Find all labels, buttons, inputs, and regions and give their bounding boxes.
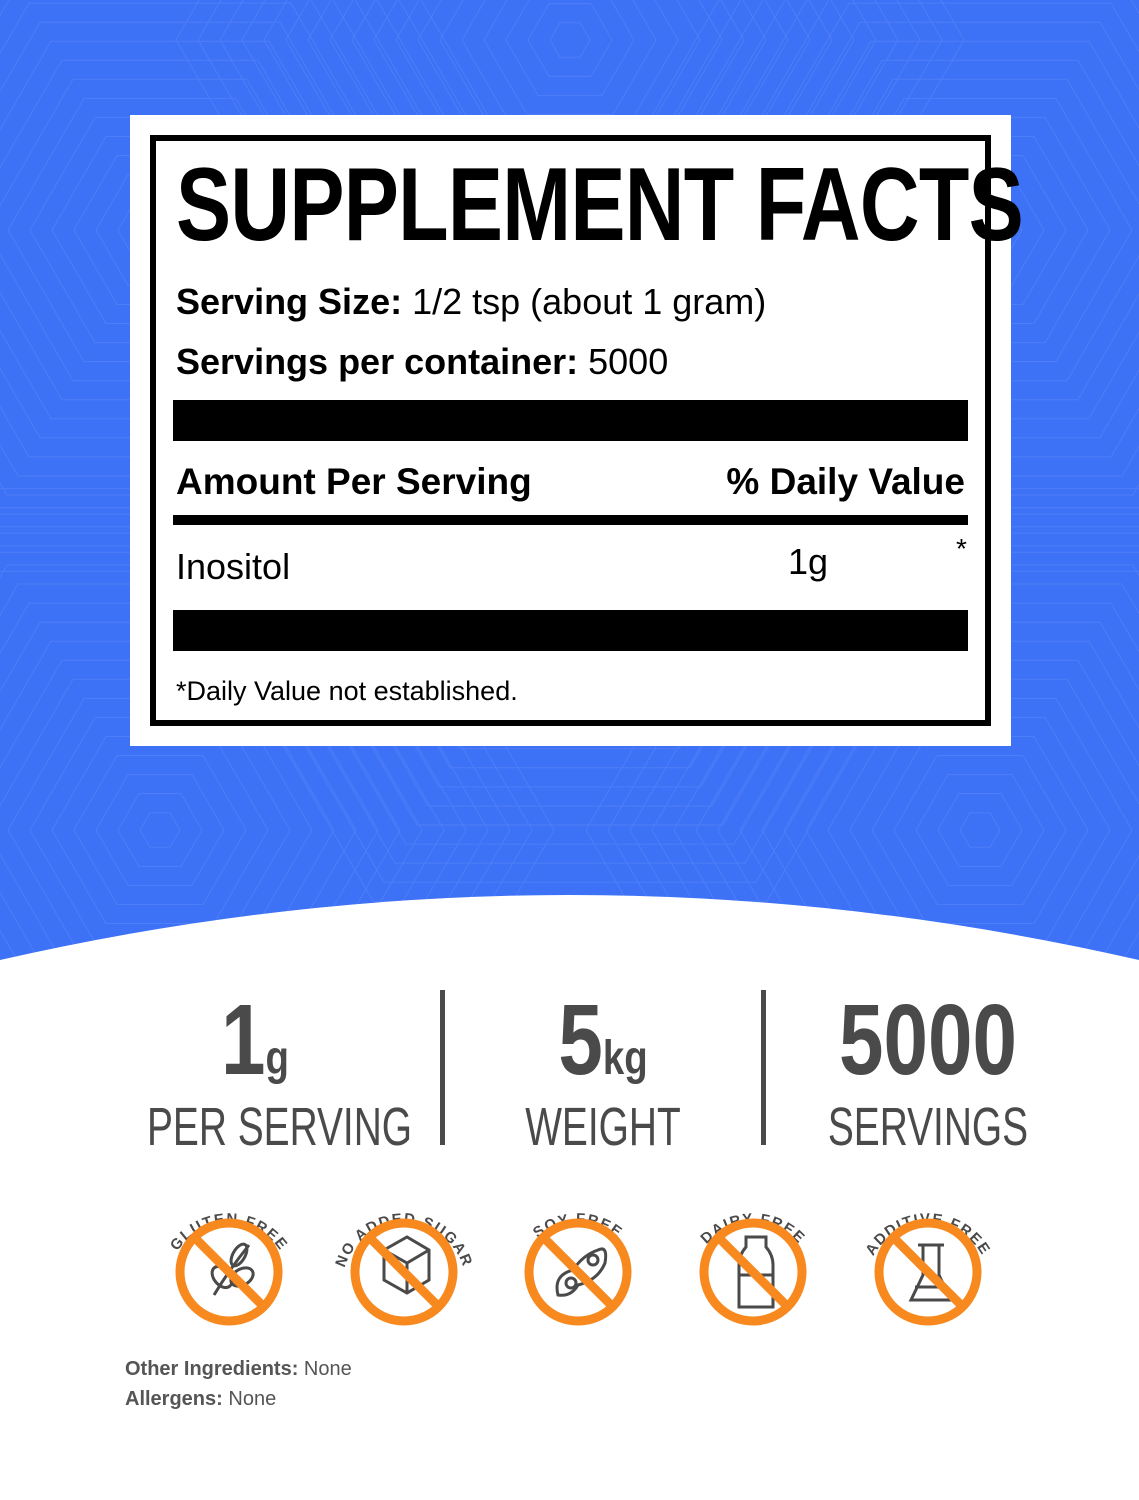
prohibited-slash bbox=[889, 1233, 967, 1311]
stat-divider bbox=[761, 990, 766, 1145]
stat-divider bbox=[440, 990, 445, 1145]
prohibited-slash bbox=[539, 1233, 617, 1311]
label-title: SUPPLEMENT FACTS bbox=[176, 146, 1024, 263]
prohibited-slash bbox=[714, 1233, 792, 1311]
stat-servings: 5000 SERVINGS bbox=[827, 984, 1029, 1157]
serving-size: Serving Size: 1/2 tsp (about 1 gram) bbox=[176, 281, 767, 322]
label-frame: SUPPLEMENT FACTS Serving Size: 1/2 tsp (… bbox=[150, 135, 1024, 726]
badge-soybean: SOY FREE bbox=[524, 1210, 632, 1326]
servings-per-container: Servings per container: 5000 bbox=[176, 341, 669, 382]
prohibited-circle bbox=[350, 1218, 458, 1326]
prohibited-slash bbox=[190, 1233, 268, 1311]
supplement-facts-panel: SUPPLEMENT FACTS Serving Size: 1/2 tsp (… bbox=[130, 115, 1024, 746]
amount-header: Amount Per Serving bbox=[176, 461, 532, 502]
ingredient-name: Inositol bbox=[176, 546, 291, 587]
dv-header: % Daily Value bbox=[726, 461, 965, 502]
stat-per-serving: 1g PER SERVING bbox=[147, 984, 413, 1157]
soybean-icon bbox=[555, 1247, 608, 1297]
other-ingredients: Other Ingredients: None bbox=[125, 1358, 352, 1380]
ingredient-amount: 1g bbox=[788, 541, 829, 582]
thick-divider bbox=[173, 610, 968, 651]
badge-sugar-cube: NO ADDED SUGAR bbox=[332, 1210, 474, 1326]
prohibited-slash bbox=[365, 1233, 443, 1311]
footnote: *Daily Value not established. bbox=[176, 676, 518, 706]
stat-weight: 5kg WEIGHT bbox=[525, 984, 681, 1157]
allergens: Allergens: None bbox=[125, 1388, 277, 1410]
badge-milk-bottle: DAIRY FREE bbox=[697, 1210, 807, 1326]
white-curve bbox=[0, 895, 1139, 1000]
prohibited-circle bbox=[874, 1218, 982, 1326]
badge-flask: ADDITIVE FREE bbox=[862, 1210, 992, 1326]
divider bbox=[173, 515, 968, 525]
prohibited-circle bbox=[524, 1218, 632, 1326]
prohibited-circle bbox=[175, 1218, 283, 1326]
badge-wheat: GLUTEN FREE bbox=[167, 1210, 290, 1326]
ingredient-dv: * bbox=[956, 533, 967, 564]
prohibited-circle bbox=[699, 1218, 807, 1326]
thick-divider bbox=[173, 400, 968, 441]
